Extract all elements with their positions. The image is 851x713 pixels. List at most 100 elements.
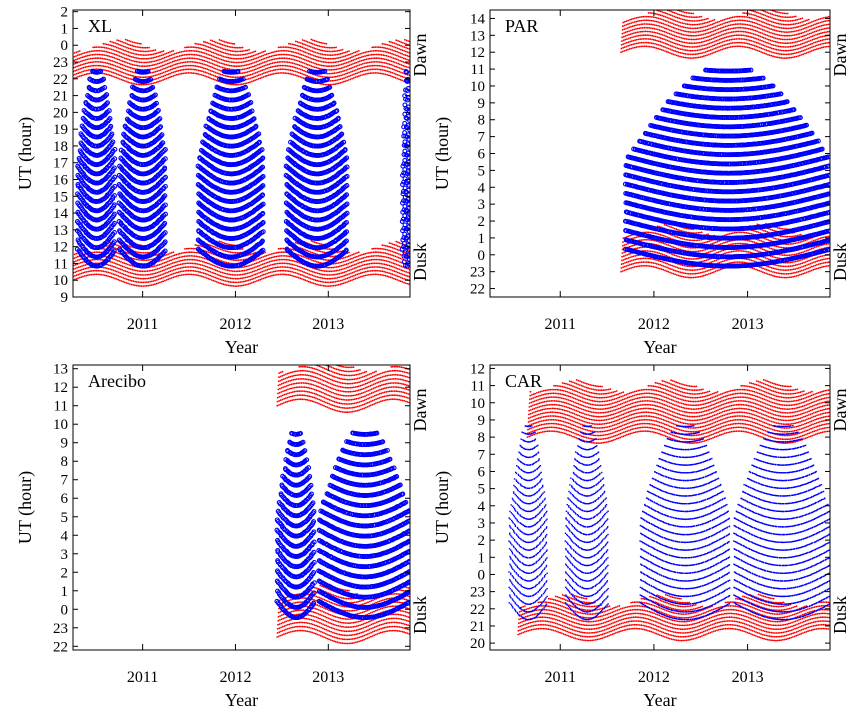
- twilight-point: [270, 62, 272, 65]
- twilight-point: [258, 264, 261, 267]
- twilight-point: [280, 262, 282, 265]
- twilight-point: [401, 45, 404, 48]
- twilight-point: [293, 59, 296, 61]
- twilight-point: [391, 254, 393, 257]
- twilight-point: [397, 66, 399, 69]
- twilight-point: [242, 258, 245, 261]
- twilight-point: [291, 271, 294, 273]
- twilight-point: [139, 54, 142, 56]
- twilight-point: [182, 50, 185, 53]
- twilight-point: [218, 65, 221, 68]
- twilight-point: [358, 265, 361, 268]
- twilight-point: [310, 240, 313, 242]
- twilight-point: [296, 63, 299, 66]
- twilight-point: [368, 65, 371, 67]
- twilight-point: [197, 54, 199, 57]
- twilight-point: [358, 71, 360, 74]
- twilight-point: [197, 65, 200, 68]
- twilight-point: [111, 60, 114, 62]
- twilight-point: [313, 275, 315, 277]
- twilight-point: [406, 282, 409, 285]
- twilight-point: [198, 58, 201, 61]
- twilight-point: [315, 241, 318, 244]
- twilight-point: [135, 42, 137, 44]
- twilight-point: [144, 83, 146, 86]
- twilight-point: [252, 263, 254, 266]
- twilight-point: [378, 270, 380, 272]
- twilight-point: [275, 61, 277, 64]
- twilight-point: [264, 251, 267, 254]
- twilight-point: [338, 75, 341, 77]
- twilight-point: [188, 61, 190, 63]
- twilight-point: [144, 270, 147, 273]
- twilight-point: [283, 61, 286, 63]
- twilight-point: [182, 252, 185, 254]
- twilight-point: [255, 60, 258, 63]
- twilight-point: [303, 47, 305, 49]
- twilight-point: [374, 269, 377, 272]
- twilight-point: [404, 282, 407, 284]
- twilight-point: [188, 53, 191, 56]
- twilight-point: [383, 244, 385, 247]
- twilight-point: [105, 274, 108, 277]
- twilight-point: [390, 258, 393, 260]
- twilight-point: [392, 258, 395, 261]
- twilight-point: [264, 71, 267, 74]
- twilight-point: [366, 65, 369, 68]
- twilight-point: [292, 47, 295, 50]
- twilight-point: [346, 58, 348, 60]
- twilight-point: [212, 74, 215, 77]
- twilight-point: [334, 262, 337, 265]
- twilight-point: [211, 70, 214, 73]
- twilight-point: [276, 270, 278, 272]
- twilight-point: [253, 72, 255, 75]
- twilight-point: [388, 63, 391, 66]
- twilight-point: [280, 258, 283, 261]
- twilight-point: [121, 63, 124, 66]
- twilight-point: [396, 51, 399, 53]
- twilight-point: [93, 273, 96, 276]
- twilight-point: [75, 72, 78, 75]
- twilight-point: [362, 260, 364, 263]
- twilight-point: [256, 67, 259, 70]
- twilight-point: [138, 83, 141, 86]
- twilight-point: [188, 251, 191, 254]
- twilight-point: [194, 270, 197, 272]
- twilight-point: [238, 76, 240, 79]
- twilight-point: [292, 271, 295, 274]
- twilight-point: [180, 259, 182, 262]
- twilight-point: [377, 251, 380, 254]
- twilight-point: [396, 248, 399, 251]
- twilight-point: [285, 262, 287, 265]
- twilight-point: [313, 51, 315, 53]
- twilight-point: [161, 266, 164, 268]
- twilight-point: [128, 283, 131, 285]
- twilight-point: [313, 66, 316, 69]
- twilight-point: [383, 267, 386, 269]
- twilight-point: [163, 258, 166, 260]
- twilight-point: [158, 267, 161, 270]
- twilight-point: [137, 61, 139, 63]
- twilight-point: [175, 52, 178, 55]
- twilight-point: [376, 273, 378, 276]
- twilight-point: [389, 56, 391, 58]
- twilight-point: [138, 273, 140, 276]
- twilight-point: [212, 48, 215, 50]
- twilight-point: [294, 70, 297, 73]
- twilight-point: [198, 54, 201, 57]
- twilight-point: [277, 53, 279, 56]
- twilight-point: [170, 251, 173, 254]
- twilight-point: [167, 77, 170, 79]
- twilight-point: [193, 258, 196, 261]
- twilight-point: [259, 278, 262, 281]
- twilight-point: [343, 278, 345, 281]
- twilight-point: [289, 72, 292, 75]
- twilight-point: [123, 269, 125, 272]
- twilight-point: [309, 277, 312, 280]
- twilight-point: [197, 267, 200, 269]
- twilight-point: [194, 244, 197, 246]
- twilight-point: [173, 265, 175, 268]
- twilight-point: [331, 54, 334, 56]
- twilight-point: [172, 254, 175, 257]
- twilight-point: [196, 270, 198, 273]
